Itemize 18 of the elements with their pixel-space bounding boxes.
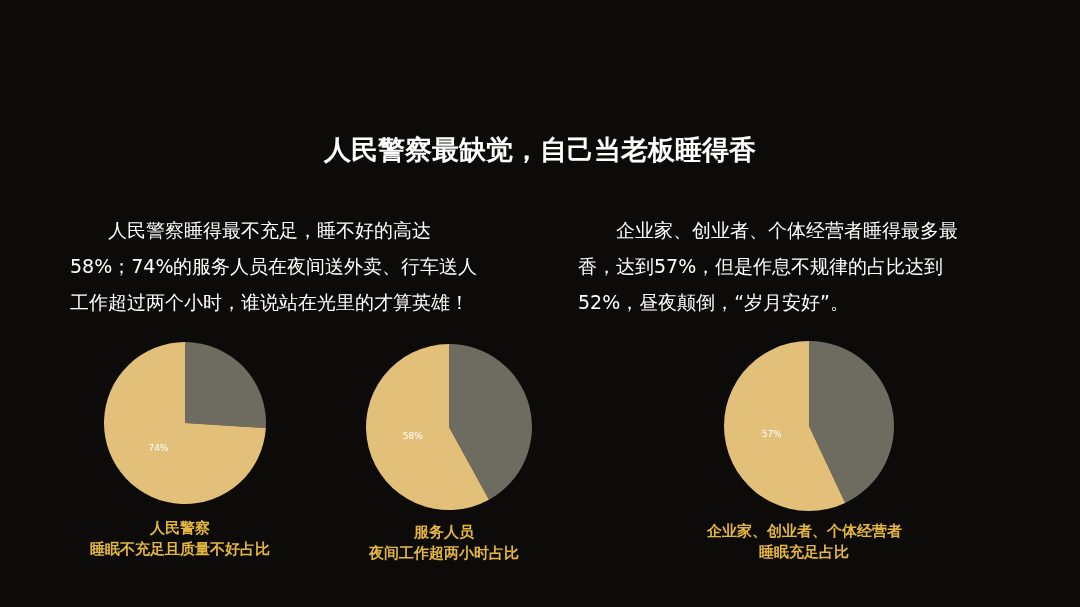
pie-slice: [449, 344, 532, 500]
text: 服务人员: [413, 522, 475, 543]
data-label: 57%: [761, 429, 783, 440]
text: 睡眠不充足且质量不好占比: [89, 539, 271, 560]
text: 企业家、创业者、个体经营者: [705, 521, 903, 542]
text: 人民警察最缺觉，自己当老板睡得香: [322, 133, 757, 167]
data-label: 74%: [148, 442, 169, 453]
pie-slice: [104, 342, 266, 504]
pie-slice: [366, 344, 489, 510]
text: 夜间工作超两小时占比: [368, 543, 520, 564]
pie-slice: [185, 342, 266, 429]
pie-slice: [809, 341, 894, 503]
text: 睡眠充足占比: [758, 542, 850, 563]
text: 人民警察: [149, 518, 211, 539]
data-label: 58%: [402, 431, 424, 442]
text: 企业家、创业者、个体经营者睡得最多最香，达到57%，但是作息不规律的占比达到52%，昼夜颠倒，“岁月安好”。: [578, 218, 958, 315]
text: 人民警察睡得最不充足，睡不好的高达58%；74%的服务人员在夜间送外卖、行车送人工作超过两个小时，谁说站在光里的才算英雄！: [70, 218, 479, 315]
pie-slice: [724, 341, 846, 511]
